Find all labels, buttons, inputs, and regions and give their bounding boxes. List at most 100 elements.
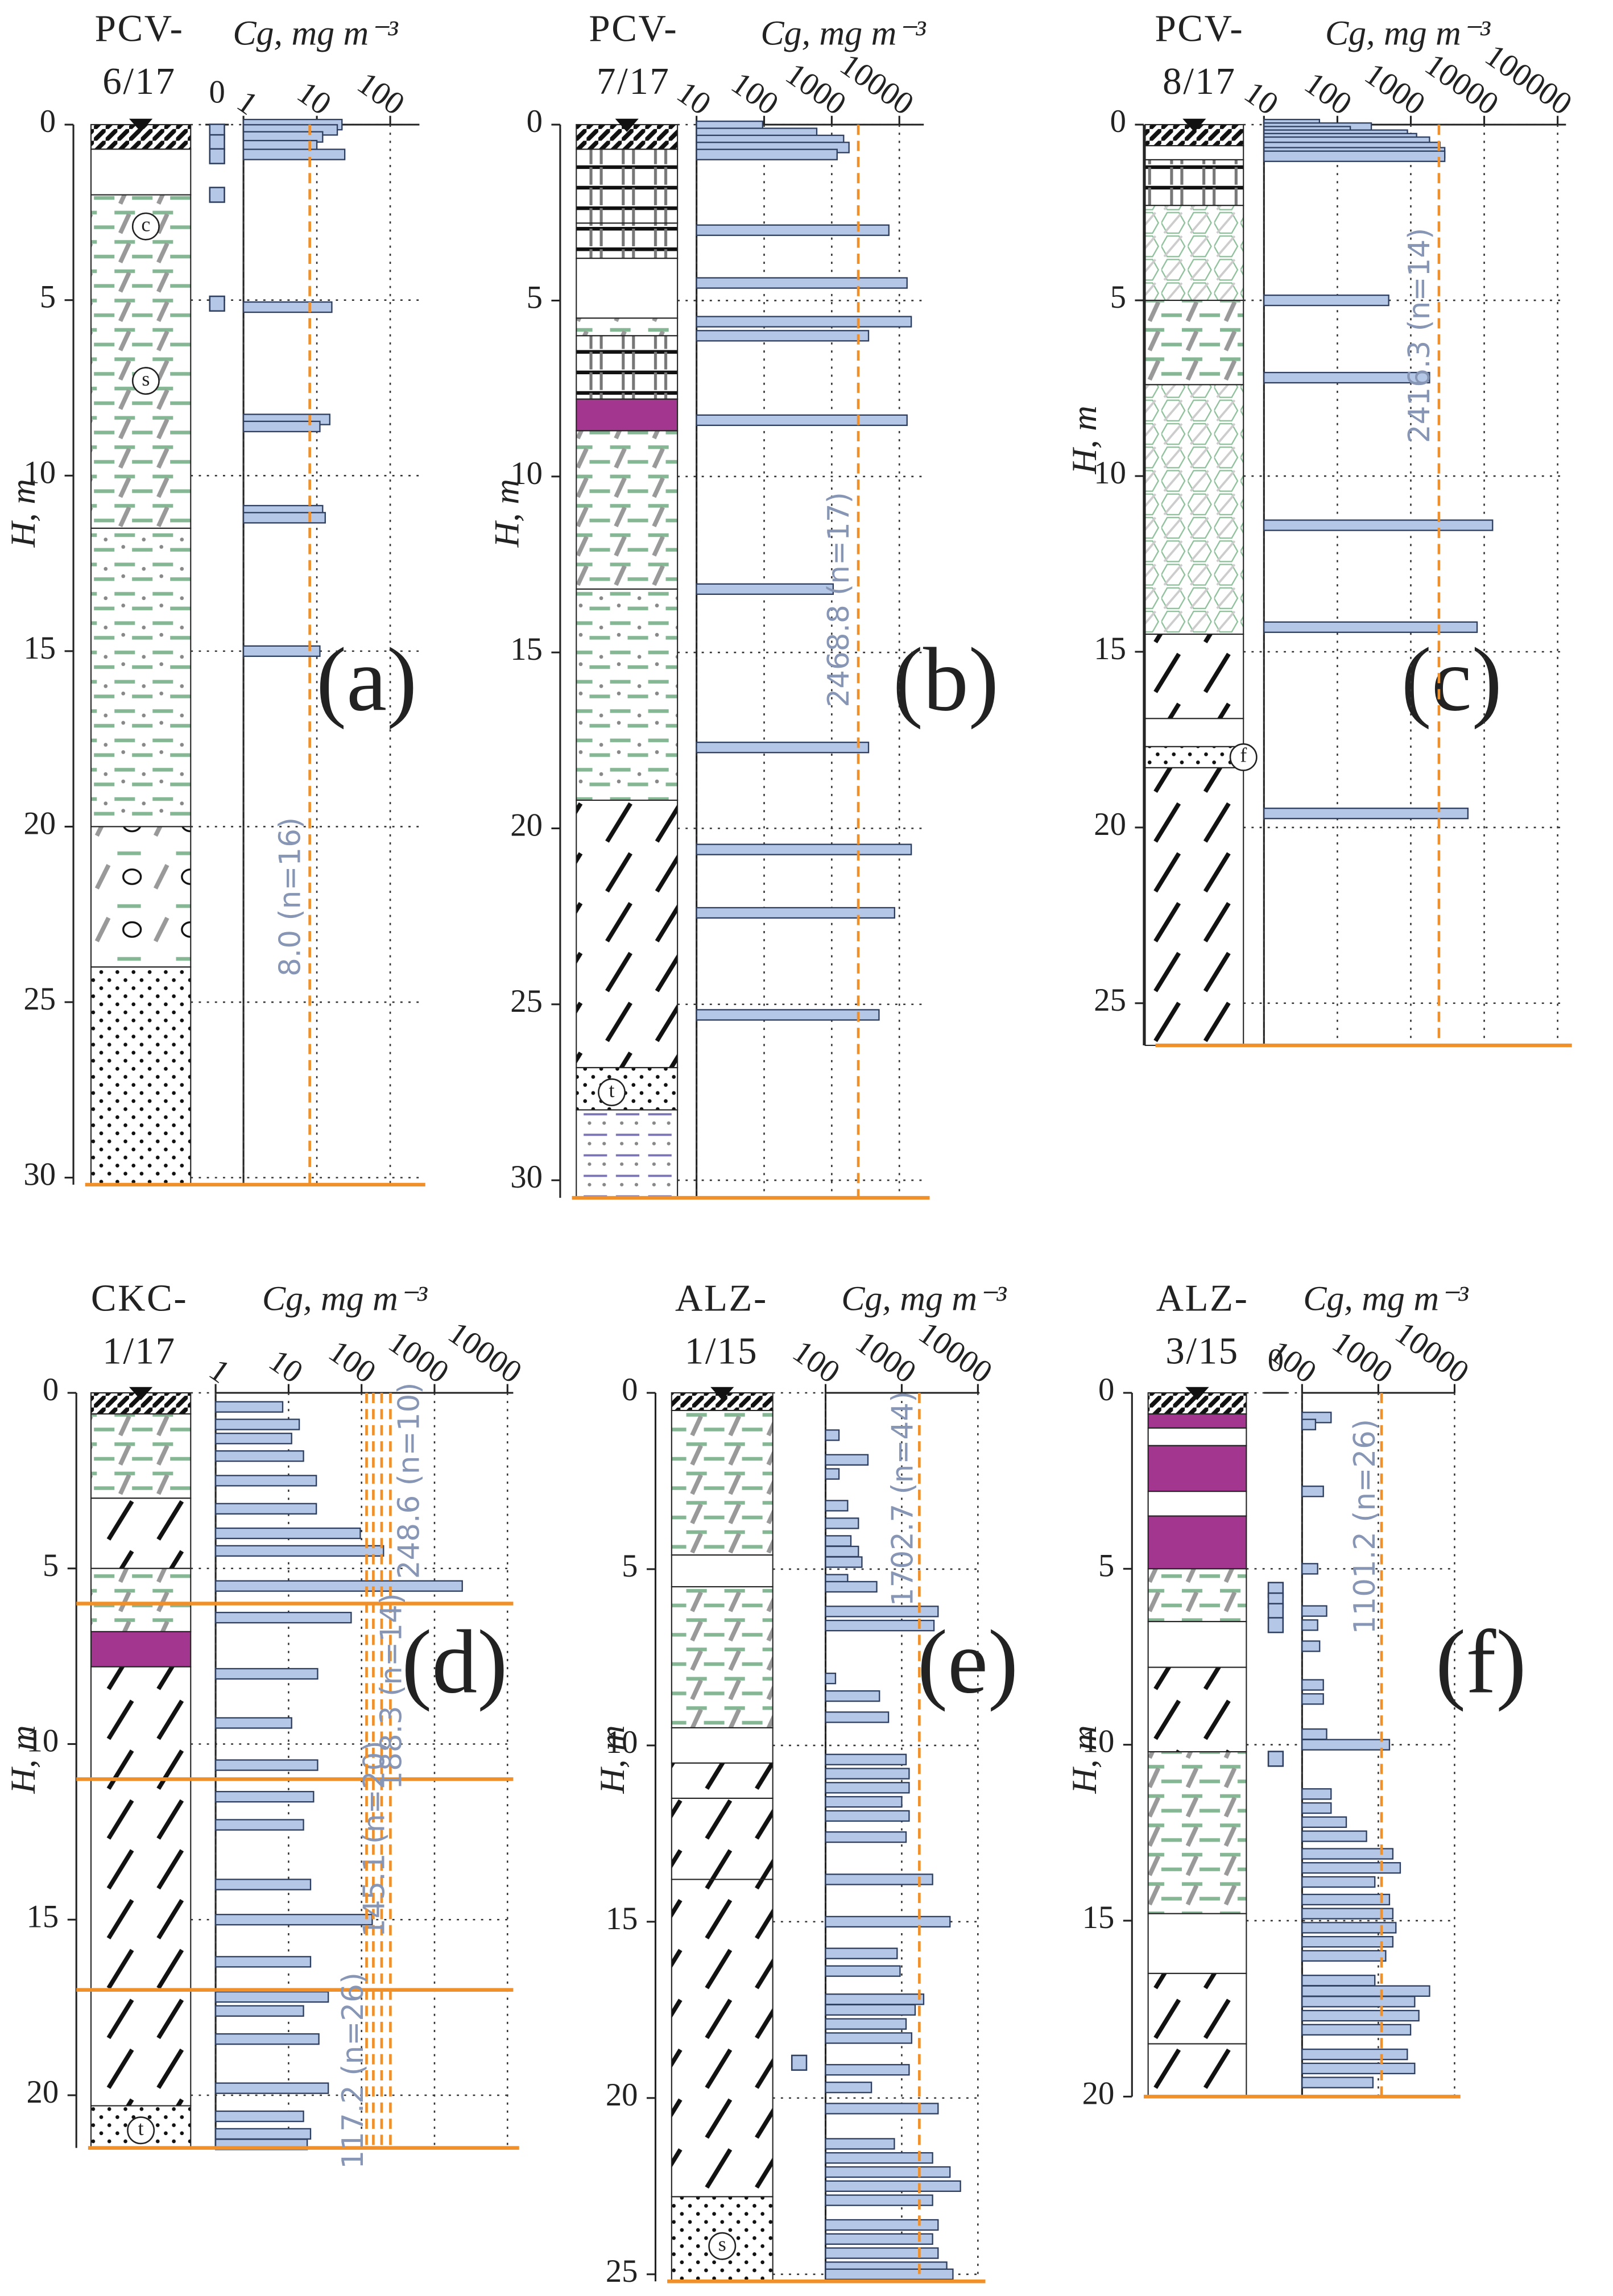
zero-sample [791,2054,808,2071]
bar [214,2005,304,2017]
litho-layer [1144,205,1244,301]
bar [825,1873,933,1885]
litho-layer [576,799,679,1069]
x-tick-label: 10 [1238,75,1285,122]
y-axis-label: H, m [487,479,526,548]
bar [825,1429,840,1441]
bar [1301,1848,1394,1860]
litho-layer [90,194,192,529]
y-tick-label: 25 [606,2253,638,2289]
litho-symbol [598,1078,626,1107]
litho-layer [1147,2043,1247,2098]
y-tick-label: 10 [23,454,56,490]
well-title: 6/17 [102,60,176,102]
litho-symbol [127,2116,155,2145]
bar [1263,519,1494,531]
x-tick-label: 100 [1298,65,1358,122]
bar [1301,1922,1397,1934]
water-table [129,118,153,133]
litho-layer [1144,384,1244,635]
litho-layer [1147,1751,1247,1914]
x-tick-label: 10000 [912,1315,999,1391]
litho-layer [90,966,192,1185]
zero-sample [1267,1751,1284,1767]
y-tick-label: 0 [1098,1372,1114,1408]
litho-layer [1147,1972,1247,2045]
bar [242,148,346,160]
bar [242,301,333,313]
litho-layer [671,1879,774,2198]
y-tick-label: 30 [510,1159,543,1195]
bar [1301,1418,1317,1430]
bar [214,1717,292,1729]
x-tick-label: 10000 [834,47,920,122]
y-tick-label: 25 [1094,982,1126,1018]
mean-label: 248.6 (n=10) [392,1383,427,1579]
y-tick-label: 20 [606,2077,638,2113]
x-axis-label: Cg, mg m⁻³ [841,1279,1007,1318]
bar [1301,1975,1376,1987]
bar [1301,1908,1394,1919]
bar [825,2103,939,2115]
well-title: 3/15 [1165,1330,1239,1372]
y-tick-label: 20 [1094,806,1126,842]
bar [696,907,896,919]
y-tick-label: 10 [606,1724,638,1760]
y-tick-label: 10 [510,456,543,491]
y-tick-label: 15 [606,1901,638,1937]
bar [1301,1605,1327,1617]
litho-layer [1144,767,1244,1046]
y-tick-label: 5 [622,1548,638,1584]
y-tick-label: 5 [40,279,56,315]
y-tick-label: 25 [510,983,543,1019]
litho-layer [90,1567,192,1632]
bar [1301,2048,1408,2061]
panel-label: (a) [316,629,417,730]
water-table [1185,1387,1209,1400]
x-tick-label: 100 [786,1333,846,1390]
litho-label: s [142,367,150,390]
panel-label: (b) [893,629,999,730]
bar [214,1668,319,1680]
litho-layer [1147,1913,1247,1974]
zero-sample [1267,1617,1284,1633]
y-tick-label: 0 [43,1372,59,1408]
bar [1301,2076,1374,2088]
x-tick-label: 10000 [1389,1315,1475,1391]
bar [825,1782,910,1794]
bar [1301,2062,1416,2075]
water-table [1182,118,1206,133]
bar [825,2180,961,2192]
litho-layer [576,1067,679,1111]
well-title: PCV- [95,7,184,49]
bar [214,1545,384,1557]
bar [825,1672,837,1685]
litho-label: t [609,1079,615,1102]
litho-layer [1144,718,1244,747]
litho-layer [90,148,192,196]
bar [825,1947,898,1959]
y-tick-label: 15 [1082,1900,1115,1935]
well-title: 1/15 [685,1330,758,1372]
y-axis-label: H, m [4,479,43,548]
bar [825,1535,852,1547]
bar [242,645,321,657]
bar [825,2247,939,2259]
bar [214,1612,352,1624]
bar [825,1545,859,1558]
x-tick-label: 100 [725,65,785,122]
bar [214,1991,329,2003]
bar [1263,371,1430,384]
litho-symbol [131,367,160,395]
litho-layer [1147,1413,1247,1429]
y-tick-label: 0 [622,1372,638,1408]
bar [825,2233,933,2245]
bar [1301,1802,1332,1814]
bar [825,1916,951,1928]
x-tick-label: 10 [262,1342,309,1390]
bar [242,420,321,433]
bar [1301,1862,1401,1874]
bar [825,1581,878,1593]
bar [1301,1996,1416,2008]
bar [214,2033,320,2045]
